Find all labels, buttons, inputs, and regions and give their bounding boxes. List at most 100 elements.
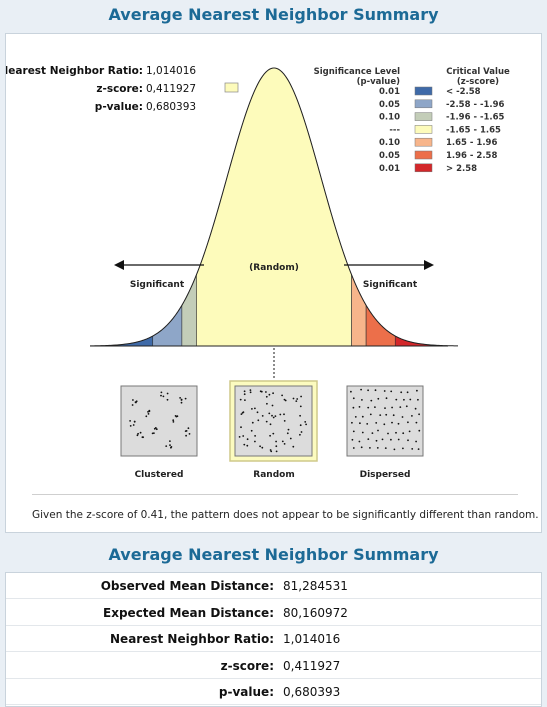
pattern-dot bbox=[385, 413, 388, 416]
pattern-dot bbox=[129, 420, 131, 422]
pattern-dot bbox=[154, 427, 157, 429]
pattern-dot bbox=[269, 434, 271, 437]
pattern-dot bbox=[261, 446, 264, 449]
pattern-dot bbox=[407, 421, 409, 424]
pattern-dot bbox=[260, 390, 263, 393]
legend-z-range: < -2.58 bbox=[446, 87, 481, 97]
legend-z-range: -1.96 - -1.65 bbox=[446, 113, 505, 123]
bell-curve-line bbox=[89, 67, 459, 347]
pattern-dot bbox=[405, 405, 408, 408]
pattern-dot bbox=[304, 421, 307, 423]
legend-p-value: --- bbox=[389, 125, 400, 135]
pattern-dot bbox=[400, 391, 403, 394]
row-value: 80,160972 bbox=[283, 605, 348, 620]
pattern-dot bbox=[172, 419, 175, 422]
pattern-dot bbox=[383, 423, 386, 426]
pattern-dot bbox=[377, 429, 379, 432]
pattern-dot bbox=[249, 391, 252, 394]
pattern-dot bbox=[272, 416, 275, 419]
pattern-dot bbox=[384, 447, 387, 449]
pattern-dot bbox=[271, 414, 273, 417]
pattern-dot bbox=[397, 438, 400, 441]
pattern-dot bbox=[381, 438, 384, 441]
pattern-dot bbox=[246, 444, 249, 447]
pattern-dot bbox=[408, 430, 411, 433]
pattern-dot bbox=[292, 397, 295, 400]
pattern-dot bbox=[169, 440, 171, 442]
pattern-dot bbox=[402, 447, 404, 450]
pattern-dot bbox=[242, 435, 245, 437]
pattern-dot bbox=[243, 390, 246, 393]
significant-left-label: Significant bbox=[130, 280, 185, 290]
legend-p-value: 0.05 bbox=[379, 151, 400, 161]
pattern-dot bbox=[296, 398, 299, 400]
legend-swatch bbox=[414, 99, 433, 109]
pattern-dot bbox=[299, 424, 302, 427]
clustered-dots bbox=[129, 391, 191, 449]
pattern-dot bbox=[265, 395, 268, 398]
legend-swatch bbox=[414, 150, 433, 160]
pattern-dot bbox=[275, 440, 277, 443]
summary-graphic-panel: Nearest Neighbor Ratio: 1,014016 z-score… bbox=[5, 33, 542, 533]
clustered-pattern-box bbox=[120, 385, 198, 457]
pattern-dot bbox=[352, 406, 355, 409]
pattern-dot bbox=[369, 413, 372, 416]
pattern-dot bbox=[300, 431, 303, 433]
pattern-dot bbox=[137, 432, 140, 435]
pattern-dot bbox=[166, 398, 169, 401]
pattern-dot bbox=[179, 397, 182, 399]
pattern-dot bbox=[272, 392, 274, 395]
pattern-dot bbox=[375, 422, 378, 424]
caption-divider bbox=[32, 494, 518, 495]
pattern-dot bbox=[251, 408, 253, 410]
p-value-label: p-value: bbox=[95, 101, 143, 113]
legend-p-value: 0.10 bbox=[379, 113, 400, 123]
pattern-dot bbox=[299, 433, 301, 436]
pattern-dot bbox=[397, 422, 400, 425]
pattern-dot bbox=[155, 428, 158, 431]
curve-region bbox=[394, 335, 443, 347]
pattern-dot bbox=[361, 431, 364, 434]
pattern-dot bbox=[379, 414, 382, 416]
pattern-dot bbox=[375, 439, 378, 442]
pattern-dot bbox=[350, 390, 352, 393]
legend-critical-subheader: (z-score) bbox=[457, 77, 499, 87]
pattern-dot bbox=[299, 405, 302, 408]
pattern-dot bbox=[170, 446, 173, 448]
legend-swatch bbox=[414, 163, 433, 173]
z-score-swatch bbox=[224, 82, 239, 93]
table-row: Nearest Neighbor Ratio: 1,014016 bbox=[6, 626, 541, 653]
random-pattern-label: Random bbox=[253, 470, 294, 480]
pattern-dot bbox=[241, 412, 244, 414]
row-value: 81,284531 bbox=[283, 579, 348, 593]
pattern-dot bbox=[283, 443, 286, 445]
pattern-dot bbox=[361, 399, 363, 401]
random-dots bbox=[238, 389, 307, 453]
pattern-dot bbox=[268, 412, 271, 415]
clustered-label: Clustered bbox=[135, 470, 184, 480]
pattern-dot bbox=[358, 440, 361, 443]
pattern-dot bbox=[417, 448, 420, 450]
pattern-dot bbox=[254, 435, 256, 437]
legend-significance-header: Significance Level bbox=[314, 67, 400, 77]
pattern-dot bbox=[160, 391, 163, 394]
pattern-dot bbox=[246, 438, 249, 441]
pattern-dot bbox=[249, 389, 252, 391]
pattern-dot bbox=[361, 415, 364, 418]
pattern-dot bbox=[360, 446, 363, 449]
legend-significance-subheader: (p-value) bbox=[357, 77, 401, 87]
nn-ratio-value: 1,014016 bbox=[146, 65, 196, 77]
pattern-dot bbox=[240, 413, 243, 415]
pattern-dot bbox=[275, 445, 278, 448]
pattern-dot bbox=[370, 399, 373, 402]
pattern-dot bbox=[369, 447, 371, 449]
pattern-dot bbox=[402, 432, 405, 435]
pattern-dot bbox=[418, 429, 421, 432]
pattern-dot bbox=[244, 399, 246, 401]
legend-z-range: -1.65 - 1.65 bbox=[446, 125, 501, 135]
pattern-dot bbox=[147, 411, 149, 413]
pattern-dot bbox=[409, 398, 412, 401]
table-row: Expected Mean Distance: 80,160972 bbox=[6, 600, 541, 626]
pattern-dot bbox=[274, 415, 277, 417]
table-row: p-value: 0,680393 bbox=[6, 679, 541, 706]
